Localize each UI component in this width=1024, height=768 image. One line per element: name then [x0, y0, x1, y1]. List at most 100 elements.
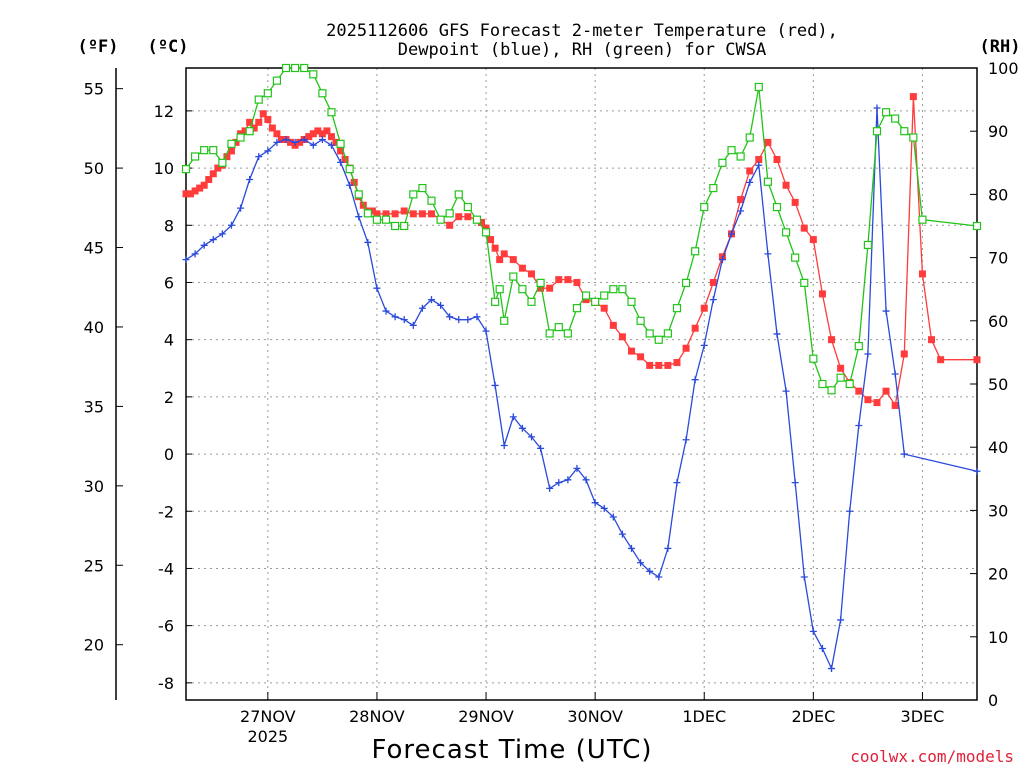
data-point	[391, 313, 399, 321]
celsius-tick-label: 6	[164, 273, 174, 292]
data-point	[463, 202, 472, 212]
celsius-tick-label: -4	[158, 559, 174, 578]
data-point	[318, 89, 327, 98]
credit-link[interactable]: coolwx.com/models	[850, 747, 1014, 766]
data-point	[255, 118, 263, 126]
data-point	[800, 224, 808, 232]
celsius-tick-label: 8	[164, 216, 174, 235]
data-point	[700, 202, 709, 212]
data-point	[737, 196, 745, 204]
data-point	[437, 301, 445, 309]
data-point	[781, 228, 791, 237]
data-point	[272, 76, 282, 85]
data-point	[746, 178, 754, 186]
data-point	[773, 156, 781, 164]
data-point	[636, 316, 645, 325]
fahrenheit-ticks: 55 50 45 40 35 30 25 20	[84, 80, 123, 655]
data-point	[346, 181, 354, 189]
data-point	[187, 190, 195, 198]
data-point	[291, 138, 299, 146]
data-point	[246, 118, 254, 126]
data-point	[627, 297, 636, 306]
data-point	[181, 165, 191, 174]
data-point	[182, 190, 190, 198]
data-point	[409, 190, 418, 199]
data-point	[273, 130, 281, 138]
data-point	[314, 127, 322, 135]
data-point	[391, 210, 399, 218]
chart-title-line-1: 2025112606 GFS Forecast 2-meter Temperat…	[326, 21, 838, 41]
data-point	[446, 313, 454, 321]
data-point	[900, 350, 908, 358]
data-point	[837, 364, 845, 372]
data-point	[918, 215, 927, 224]
data-point	[487, 236, 495, 244]
data-point	[828, 665, 836, 673]
data-point	[300, 135, 308, 143]
data-point	[682, 344, 690, 352]
data-point	[609, 321, 617, 329]
data-point	[518, 264, 526, 272]
data-point	[554, 323, 563, 332]
data-point	[400, 221, 409, 231]
data-point	[891, 401, 899, 409]
data-point	[837, 616, 845, 624]
data-point	[791, 479, 799, 487]
data-point	[264, 115, 272, 123]
rh-tick-label: 80	[988, 185, 1008, 204]
time-tick-label: 27NOV	[240, 707, 296, 726]
data-point	[354, 190, 363, 199]
data-point	[709, 183, 718, 193]
data-point	[268, 124, 276, 132]
data-point	[427, 296, 435, 304]
data-point	[481, 228, 491, 237]
data-point	[232, 138, 240, 146]
data-point	[355, 213, 363, 221]
celsius-tick-label: 0	[164, 445, 174, 464]
data-point	[682, 436, 690, 444]
fahrenheit-tick-label: 25	[84, 556, 104, 575]
data-point	[287, 138, 295, 146]
rh-unit-label: (RH)	[980, 37, 1021, 57]
rh-tick-label: 90	[988, 122, 1008, 141]
data-point	[263, 89, 272, 98]
data-point	[563, 329, 572, 338]
data-point	[555, 479, 563, 487]
data-point	[372, 215, 382, 224]
fahrenheit-tick-label: 35	[84, 397, 104, 416]
data-point	[727, 146, 736, 155]
data-point	[645, 329, 654, 338]
data-point	[332, 138, 340, 146]
data-point	[836, 373, 845, 382]
data-point	[572, 304, 582, 313]
celsius-tick-label: 10	[154, 159, 174, 178]
rh-tick-label: 0	[988, 691, 998, 710]
data-point	[482, 327, 490, 335]
data-point	[791, 253, 800, 262]
data-point	[237, 204, 245, 212]
data-point	[209, 236, 217, 244]
chart-title-line-2: Dewpoint (blue), RH (green) for CWSA	[398, 40, 766, 60]
data-point	[755, 161, 763, 169]
data-point	[341, 156, 349, 164]
fahrenheit-tick-label: 45	[84, 239, 104, 258]
rh-tick-label: 20	[988, 565, 1008, 584]
data-point	[527, 297, 536, 306]
data-point	[500, 316, 509, 325]
data-point	[259, 110, 267, 118]
data-point	[646, 361, 654, 369]
data-point	[655, 361, 663, 369]
fahrenheit-tick-label: 55	[84, 80, 104, 99]
data-point	[609, 513, 617, 521]
data-point	[373, 210, 381, 218]
data-point	[373, 284, 381, 292]
rh-tick-label: 60	[988, 312, 1008, 331]
data-point	[909, 133, 918, 142]
data-point	[854, 341, 863, 351]
fahrenheit-tick-label: 30	[84, 477, 104, 496]
data-point	[477, 218, 485, 226]
data-point	[873, 399, 881, 407]
data-point	[254, 95, 263, 104]
